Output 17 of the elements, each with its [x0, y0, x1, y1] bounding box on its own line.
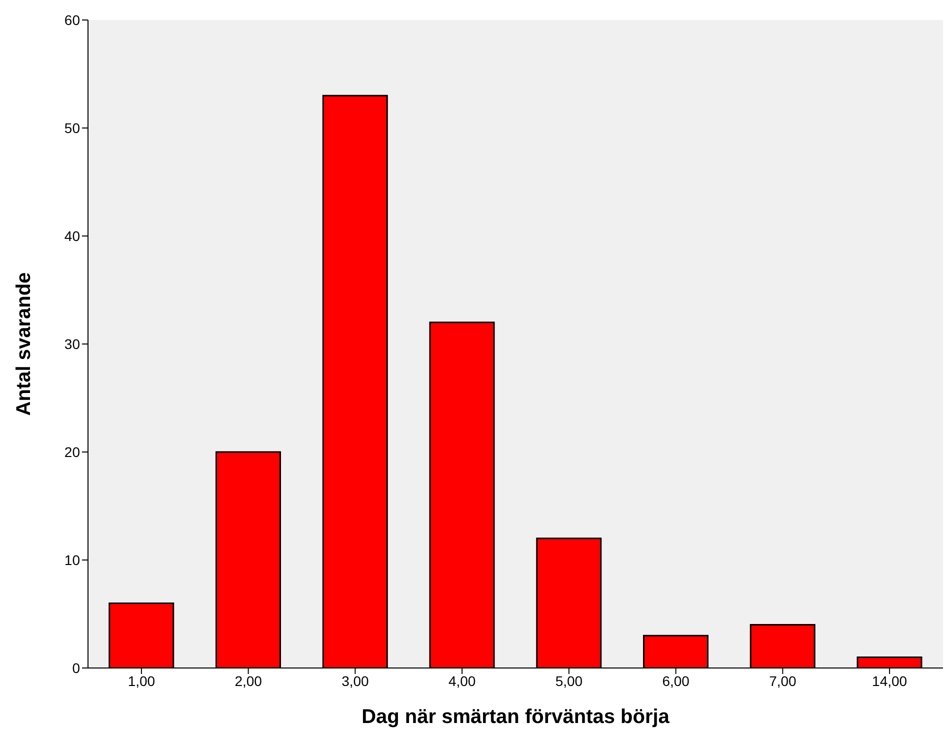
- x-tick-label: 14,00: [872, 672, 908, 689]
- x-tick-label: 3,00: [342, 672, 370, 689]
- x-tick-label: 2,00: [234, 672, 262, 689]
- x-tick-label: 5,00: [555, 672, 583, 689]
- x-axis-title: Dag när smärtan förväntas börja: [362, 706, 670, 728]
- y-tick-label: 50: [64, 120, 80, 136]
- y-tick-label: 30: [64, 336, 80, 352]
- x-tick-label: 7,00: [769, 672, 797, 689]
- y-tick-label: 10: [64, 552, 80, 568]
- y-tick-label: 0: [72, 660, 80, 676]
- x-tick-label: 6,00: [662, 672, 690, 689]
- y-tick-label: 20: [64, 444, 80, 460]
- x-tick-label: 1,00: [128, 672, 156, 689]
- y-tick-label: 40: [64, 228, 80, 244]
- y-axis-title: Antal svarande: [13, 272, 36, 416]
- y-tick-label: 60: [64, 12, 80, 28]
- x-tick-label: 4,00: [448, 672, 476, 689]
